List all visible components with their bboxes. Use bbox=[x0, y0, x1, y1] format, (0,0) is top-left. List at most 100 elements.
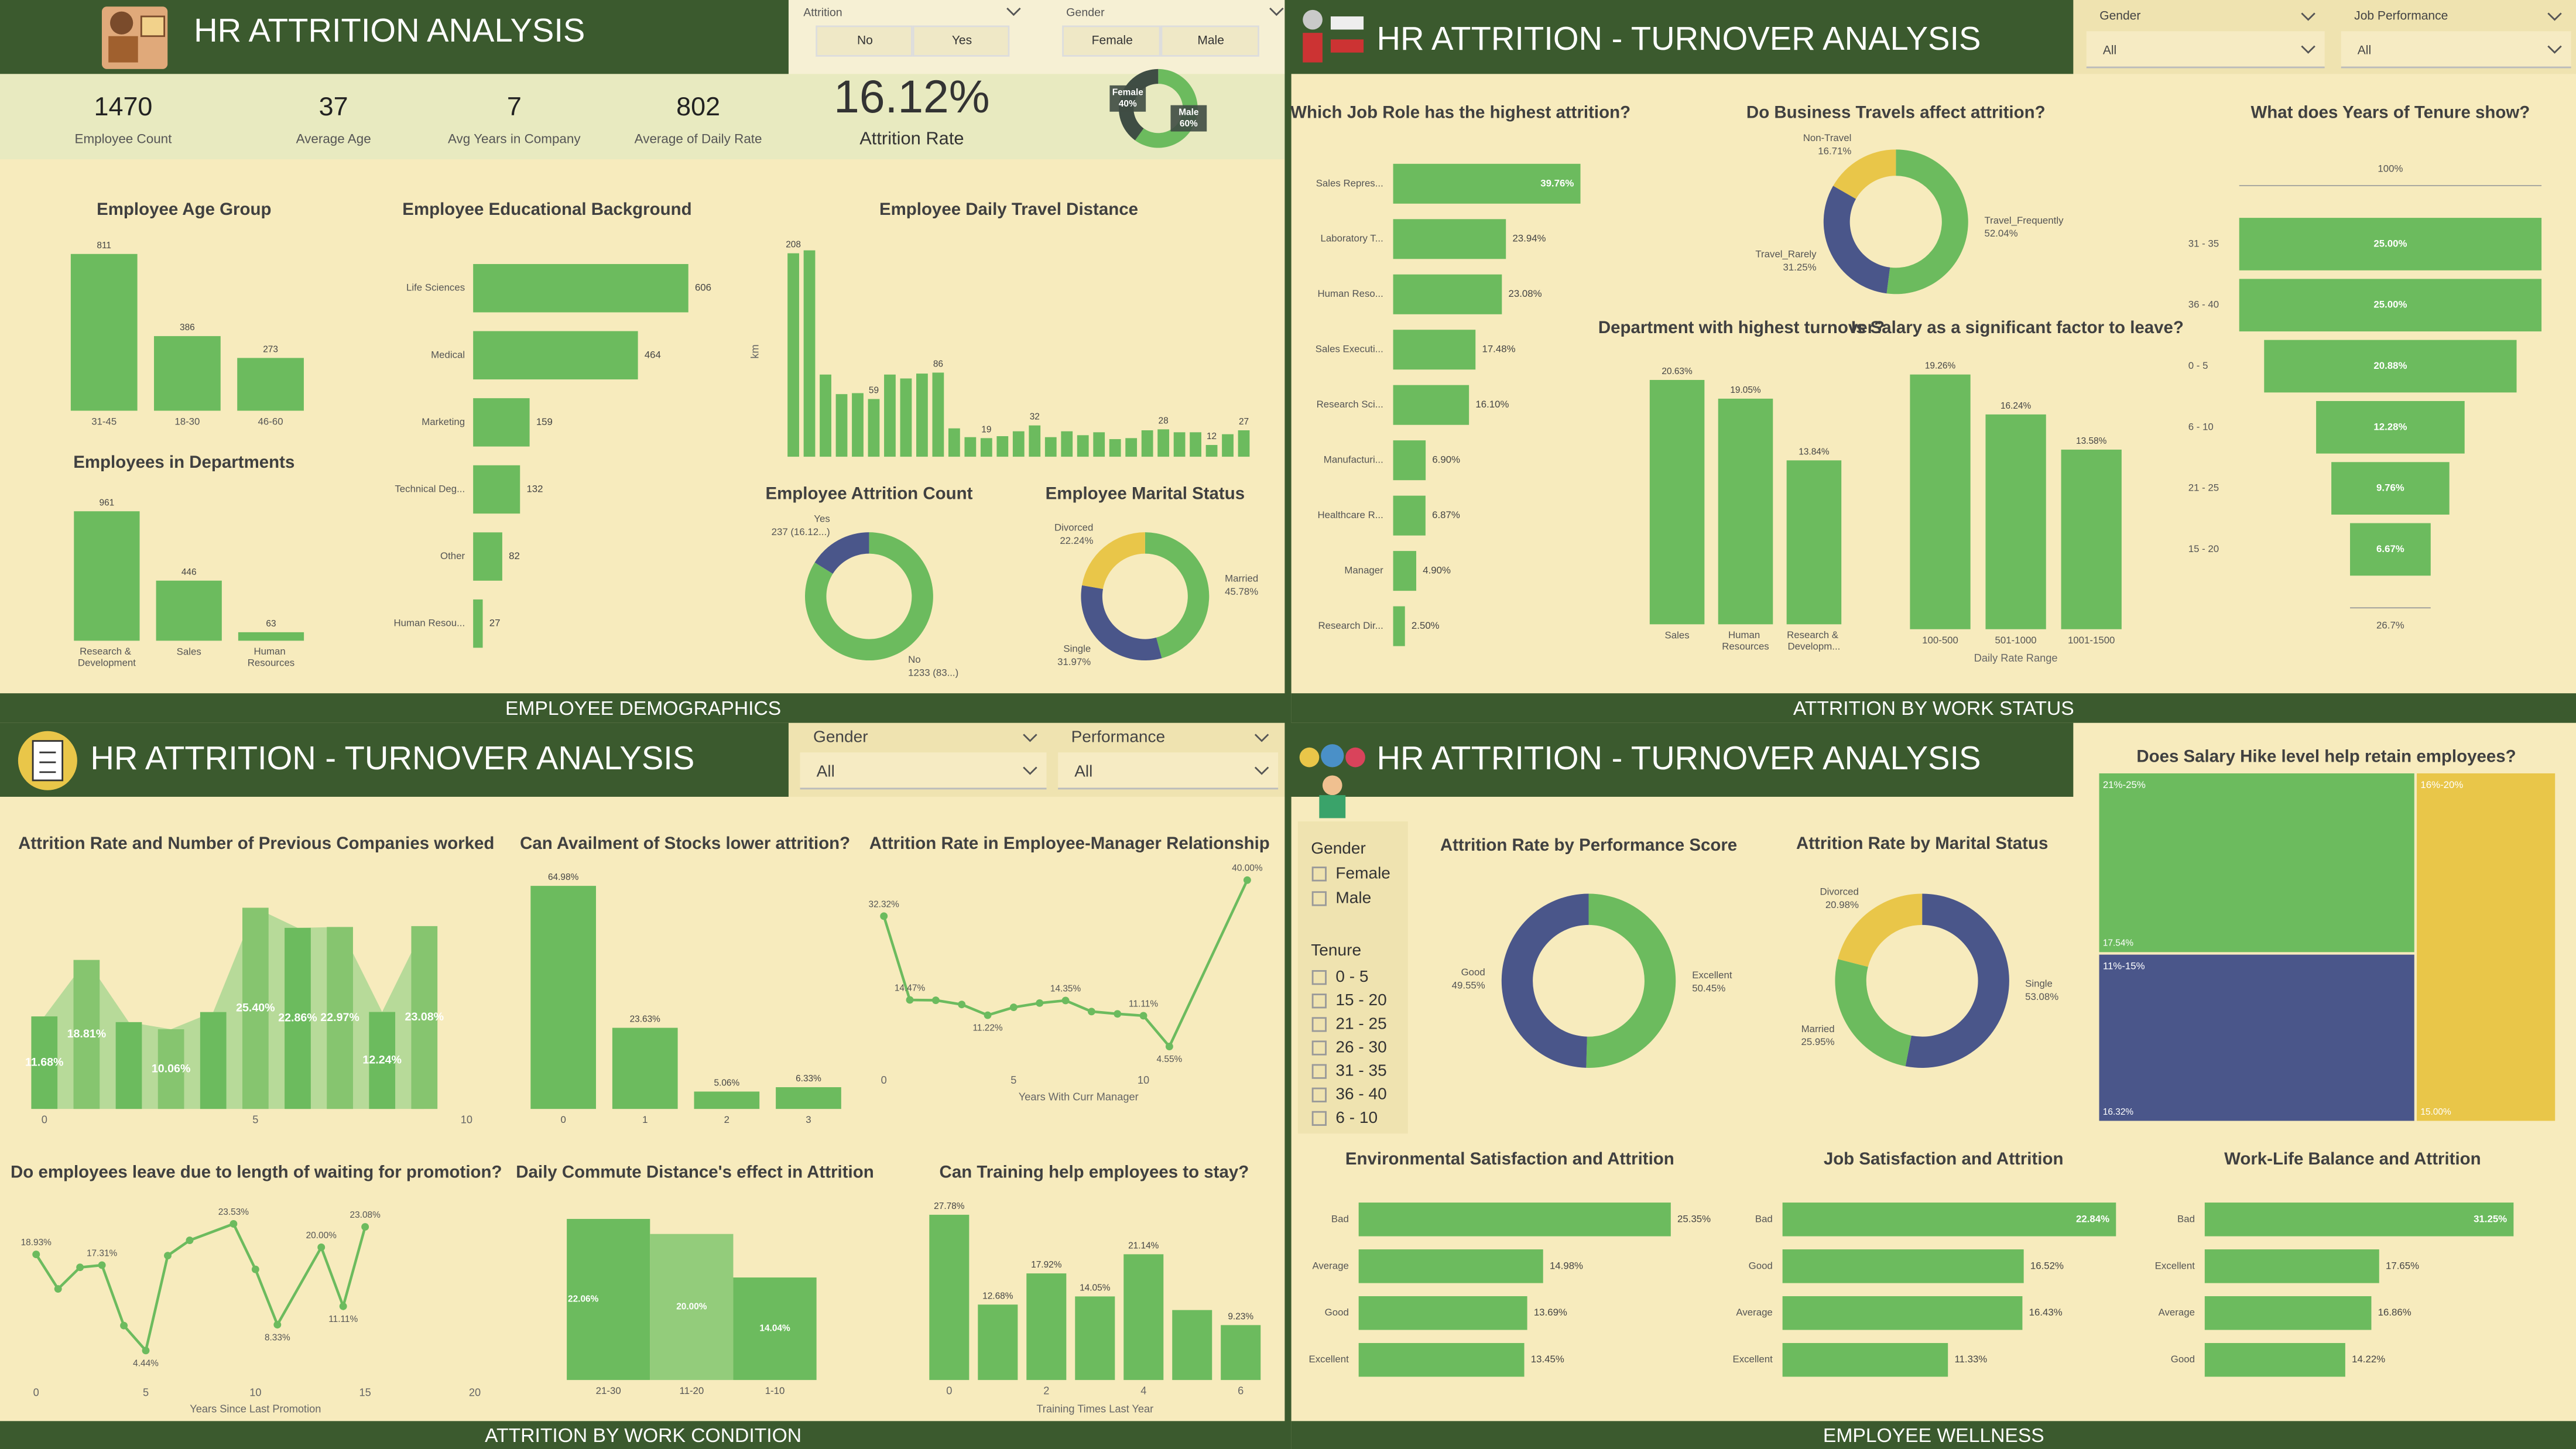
data-label: 13.69% bbox=[1534, 1307, 1567, 1318]
chart-title: Attrition Rate by Performance Score bbox=[1440, 835, 1737, 855]
y-tick-label: Sales Repres... bbox=[1316, 177, 1383, 189]
point bbox=[984, 1011, 992, 1019]
donut-label: Married bbox=[1225, 573, 1258, 584]
slicer-option: No bbox=[857, 34, 873, 47]
data-label: 811 bbox=[97, 241, 111, 251]
bar bbox=[157, 1029, 184, 1109]
kpi-value: 7 bbox=[507, 91, 522, 121]
bar bbox=[31, 1016, 58, 1109]
donut-label: Yes bbox=[814, 513, 830, 525]
data-label: 19.26% bbox=[1925, 361, 1956, 371]
x-tick-label: 10 bbox=[249, 1386, 261, 1398]
kpi-label: Average of Daily Rate bbox=[635, 131, 762, 146]
bar bbox=[1393, 385, 1469, 425]
bar bbox=[1190, 432, 1201, 457]
checkbox[interactable] bbox=[1311, 1087, 1327, 1102]
checkbox[interactable] bbox=[1311, 1017, 1327, 1032]
data-label: 15.00% bbox=[2420, 1107, 2451, 1117]
checkbox[interactable] bbox=[1311, 1111, 1327, 1126]
x-tick-label: Sales bbox=[177, 646, 201, 657]
x-tick-label: 18-30 bbox=[174, 416, 200, 427]
bar bbox=[473, 465, 520, 514]
donut-slice bbox=[814, 532, 869, 574]
data-label: 19 bbox=[981, 424, 991, 434]
data-label: 20.00% bbox=[306, 1231, 337, 1241]
slicer-button[interactable] bbox=[912, 25, 1010, 57]
point bbox=[1087, 1008, 1095, 1016]
data-label: 14.04% bbox=[759, 1324, 790, 1334]
data-label: 9.76% bbox=[2376, 482, 2404, 494]
y-tick-label: 31 - 35 bbox=[2188, 238, 2219, 249]
data-label: 82 bbox=[509, 550, 520, 561]
slicer-area bbox=[1297, 821, 1408, 1134]
chart-title: Department with highest turnover? bbox=[1598, 318, 1885, 337]
y-tick-label: Sales Executi... bbox=[1316, 344, 1383, 355]
y-tick-label: Average bbox=[1312, 1260, 1348, 1271]
slicer-button[interactable] bbox=[1062, 25, 1161, 57]
x-tick-label: 4 bbox=[1140, 1385, 1146, 1397]
slicer-dropdown[interactable] bbox=[2086, 31, 2325, 68]
y-tick-label: Manager bbox=[1344, 565, 1383, 576]
checkbox[interactable] bbox=[1311, 1064, 1327, 1079]
chart-title: Employee Daily Travel Distance bbox=[879, 200, 1138, 219]
data-label: 23.08% bbox=[405, 1010, 444, 1023]
checkbox[interactable] bbox=[1311, 891, 1327, 906]
bar bbox=[1358, 1342, 1525, 1377]
data-label: 12.68% bbox=[982, 1291, 1013, 1301]
panel-footer-text: ATTRITION BY WORK CONDITION bbox=[485, 1425, 801, 1447]
bar bbox=[473, 532, 502, 581]
slicer-value: All bbox=[2358, 44, 2371, 57]
y-tick-label: Human Resou... bbox=[394, 618, 465, 629]
x-tick-label: 501-1000 bbox=[1995, 635, 2037, 646]
bar bbox=[1985, 414, 2046, 629]
slicer-button[interactable] bbox=[1160, 25, 1259, 57]
slicer-dropdown[interactable] bbox=[2341, 31, 2571, 68]
chart-title: Attrition Rate and Number of Previous Co… bbox=[18, 834, 494, 853]
donut-label: Excellent bbox=[1692, 970, 1732, 981]
slicer-dropdown[interactable] bbox=[800, 752, 1047, 789]
x-tick-label: 21-30 bbox=[596, 1385, 621, 1396]
funnel-bar bbox=[2264, 340, 2517, 393]
bar bbox=[70, 254, 138, 411]
y-tick-label: Average bbox=[1736, 1307, 1772, 1318]
data-label: 64.98% bbox=[548, 872, 579, 882]
bar bbox=[242, 907, 269, 1109]
y-tick-label: Good bbox=[1325, 1307, 1349, 1318]
bar bbox=[1026, 1273, 1067, 1381]
dropdown-chevron bbox=[1006, 8, 1021, 16]
bar bbox=[1358, 1296, 1527, 1330]
axis-title: Training Times Last Year bbox=[1036, 1402, 1153, 1414]
checkbox[interactable] bbox=[1311, 1040, 1327, 1056]
bar bbox=[473, 398, 530, 447]
slicer-dropdown[interactable] bbox=[1058, 752, 1279, 789]
y-tick-label: 0 - 5 bbox=[2188, 360, 2208, 371]
bar bbox=[74, 511, 140, 641]
point bbox=[1243, 876, 1251, 884]
checkbox[interactable] bbox=[1311, 994, 1327, 1009]
point bbox=[1009, 1003, 1018, 1012]
slicer-button[interactable] bbox=[816, 25, 913, 57]
bar bbox=[1718, 398, 1773, 625]
panel-footer-text: ATTRITION BY WORK STATUS bbox=[1793, 698, 2074, 720]
data-label: 1233 (83...) bbox=[908, 667, 958, 679]
data-label: 8.33% bbox=[265, 1332, 290, 1342]
donut-label: Divorced bbox=[1820, 886, 1859, 898]
slicer-option: 6 - 10 bbox=[1335, 1108, 1378, 1126]
y-tick-label: Technical Deg... bbox=[395, 483, 465, 494]
axis-title: km bbox=[749, 344, 761, 358]
bar bbox=[2204, 1296, 2372, 1330]
x-tick-label: 1 bbox=[642, 1114, 648, 1125]
checkbox[interactable] bbox=[1311, 866, 1327, 882]
bar bbox=[1157, 429, 1170, 457]
y-tick-label: Human Reso... bbox=[1318, 288, 1383, 299]
checkbox[interactable] bbox=[1311, 970, 1327, 985]
chart-title: Does Salary Hike level help retain emplo… bbox=[2136, 746, 2516, 766]
bar bbox=[1077, 435, 1089, 457]
funnel-bar bbox=[2239, 218, 2542, 270]
x-tick-label: 1001-1500 bbox=[2068, 635, 2115, 646]
area-band bbox=[733, 1277, 817, 1381]
bar bbox=[978, 1304, 1018, 1381]
data-label: 32 bbox=[1030, 412, 1040, 422]
data-label: 17.92% bbox=[1031, 1260, 1062, 1270]
y-tick-label: Excellent bbox=[1733, 1354, 1773, 1365]
